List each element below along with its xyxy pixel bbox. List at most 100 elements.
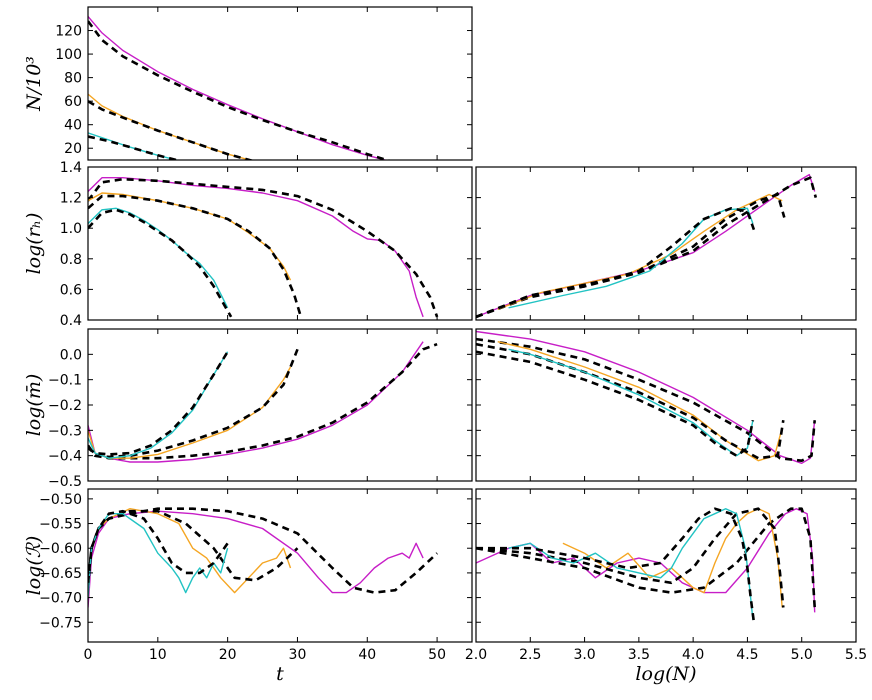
panel-5: −0.75 −0.70 −0.65 −0.60 −0.55 −0.50 0 10 20 30 40 5… [23, 488, 473, 685]
panel-3: −0.5 −0.4 −0.3 −0.2 −0.1 0.0 log(m̄) [23, 328, 473, 490]
series-line-model-model-3 [88, 509, 299, 588]
x-tick-label: 4.0 [682, 647, 704, 663]
series-line-cyan-4 [88, 351, 229, 459]
x-tick-label: 5.0 [791, 647, 813, 663]
series-line-orange-2 [88, 192, 292, 281]
x-tick-label: 3.5 [628, 647, 650, 663]
series-line-magenta-0 [88, 177, 424, 318]
axes-frame [87, 488, 473, 643]
x-tick-label: 40 [358, 647, 376, 663]
y-tick-label: −0.4 [48, 449, 82, 465]
series-line-model-model-5 [476, 207, 756, 319]
panel-1: 0.4 0.6 0.8 1.0 1.2 1.4 log(rₕ) [23, 160, 473, 329]
series-group [88, 177, 439, 318]
y-axis-label: log(rₕ) [23, 213, 45, 275]
series-line-model-model-5 [88, 135, 182, 160]
panel-4 [475, 328, 857, 482]
series-line-cyan-4 [88, 207, 229, 309]
axes-frame [475, 166, 857, 321]
x-tick-label: 2.0 [465, 647, 487, 663]
y-axis-label: N/10³ [23, 56, 45, 112]
panel-0: 20 40 60 80 100 120 N/10³ [23, 6, 473, 161]
x-axis-label: log(N) [635, 663, 696, 685]
series-line-cyan-4 [508, 508, 754, 620]
panel-2 [475, 166, 857, 321]
y-tick-label: 0.4 [60, 313, 82, 329]
y-tick-label: 0.8 [60, 252, 82, 268]
axes-frame [475, 488, 857, 643]
series-line-model-model-5 [476, 507, 756, 623]
series-line-magenta-0 [476, 173, 816, 318]
axes-frame [475, 328, 857, 482]
y-tick-label: 20 [64, 141, 82, 157]
x-tick-label: 50 [428, 647, 446, 663]
series-line-cyan-4 [508, 348, 754, 457]
x-tick-label: 30 [289, 647, 307, 663]
y-tick-label: −0.65 [39, 566, 82, 582]
y-tick-label: −0.1 [48, 373, 82, 389]
x-tick-label: 4.5 [736, 647, 758, 663]
series-line-magenta-0 [88, 15, 388, 160]
y-tick-label: 40 [64, 118, 82, 134]
y-tick-label: 1.0 [60, 221, 82, 237]
x-axis-label: t [276, 663, 284, 685]
series-line-model-model-3 [88, 194, 303, 318]
series-line-orange-2 [88, 366, 292, 459]
x-tick-label: 3.0 [573, 647, 595, 663]
y-tick-label: 0.6 [60, 282, 82, 298]
axes-frame [87, 166, 473, 321]
series-line-orange-2 [497, 193, 783, 310]
series-line-orange-2 [88, 93, 253, 160]
series-group [88, 507, 438, 608]
series-line-model-model-3 [476, 342, 785, 460]
series-line-model-model-3 [476, 507, 785, 608]
y-axis-label: log(ℛ) [23, 536, 45, 596]
y-tick-label: 120 [55, 24, 82, 40]
series-line-magenta-0 [476, 330, 816, 464]
series-line-cyan-4 [88, 513, 229, 598]
series-line-model-model-5 [88, 208, 233, 318]
x-tick-label: 20 [219, 647, 237, 663]
series-group [476, 330, 816, 464]
series-line-magenta-0 [88, 341, 424, 463]
series-line-model-model-1 [88, 507, 438, 594]
series-line-model-model-5 [476, 350, 755, 457]
y-tick-label: −0.3 [48, 423, 82, 439]
y-tick-label: 80 [64, 71, 82, 87]
series-line-model-model-1 [476, 337, 816, 462]
y-tick-label: −0.60 [39, 541, 82, 557]
y-tick-label: −0.2 [48, 398, 82, 414]
series-line-model-model-1 [88, 20, 392, 160]
y-tick-label: 0.0 [60, 347, 82, 363]
series-line-magenta-0 [476, 508, 816, 613]
axes-frame [87, 6, 473, 161]
y-tick-label: 1.2 [60, 191, 82, 207]
series-group [88, 15, 392, 160]
series-line-model-model-1 [88, 177, 439, 318]
y-tick-label: 1.4 [60, 160, 82, 176]
series-line-model-model-1 [88, 342, 438, 460]
y-tick-label: −0.70 [39, 591, 82, 607]
series-line-orange-2 [88, 508, 292, 598]
series-line-model-model-3 [88, 348, 299, 459]
y-tick-label: −0.5 [48, 474, 82, 490]
series-group [88, 341, 438, 463]
x-tick-label: 2.5 [519, 647, 541, 663]
series-line-model-model-3 [88, 100, 255, 160]
y-tick-label: 60 [64, 94, 82, 110]
series-group [476, 173, 818, 319]
series-line-model-model-5 [88, 351, 229, 456]
series-line-cyan-4 [88, 132, 180, 160]
panel-6: 2.0 2.5 3.0 3.5 4.0 4.5 5.0 5.5 log(N) [465, 488, 867, 685]
x-tick-label: 10 [149, 647, 167, 663]
series-line-orange-2 [562, 508, 783, 608]
x-tick-label: 0 [84, 647, 93, 663]
series-group [476, 507, 816, 623]
y-tick-label: −0.50 [39, 492, 82, 508]
y-tick-label: −0.55 [39, 517, 82, 533]
x-tick-label: 5.5 [845, 647, 867, 663]
y-axis-label: log(m̄) [23, 374, 45, 437]
y-tick-label: 100 [55, 47, 82, 63]
series-line-model-model-5 [88, 509, 229, 583]
